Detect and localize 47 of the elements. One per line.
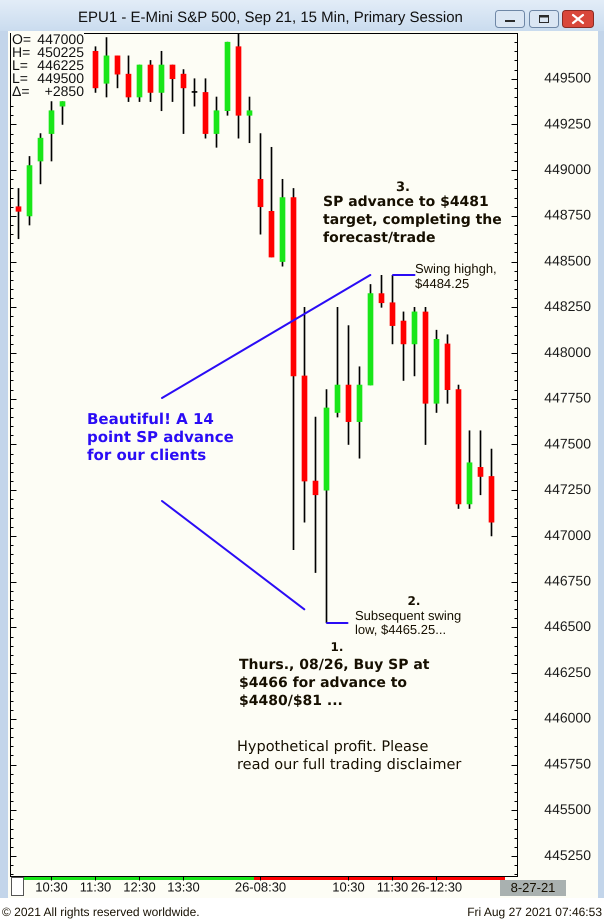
annotation: 1.	[330, 640, 344, 654]
annotation: Thurs., 08/26, Buy SP at $4466 for advance to $4480/$81 ...	[239, 656, 430, 710]
y-tick-label: 449500	[544, 70, 592, 86]
y-tick-label: 446500	[544, 618, 592, 634]
y-tick-label: 446250	[544, 664, 592, 680]
y-tick-label: 447000	[544, 526, 592, 543]
text: © 2021 All rights reserved worldwide.	[2, 905, 200, 919]
annotation: Beautiful! A 14 point SP advance for our clients	[87, 410, 235, 464]
y-tick-label: 448250	[544, 298, 592, 314]
y-tick-label: 448000	[544, 344, 592, 360]
candlestick	[60, 101, 66, 125]
y-tick-label: 449250	[544, 115, 592, 132]
y-tick-label: 447500	[544, 435, 592, 452]
candlestick	[192, 78, 198, 106]
annotation: Swing highgh, $4484.25	[415, 261, 498, 291]
x-tick-label: 26-08:30	[234, 879, 286, 894]
candlestick	[312, 416, 318, 573]
annotation: 2.	[406, 594, 422, 608]
text: O= 447000 H= 450225 L= 446225 L= 449500 Δ= +2850	[12, 31, 84, 99]
annotation: Hypothetical profit. Please read our full trading disclaimer	[237, 738, 462, 774]
y-tick-label: 448750	[544, 206, 592, 223]
x-tick-label: 12:30	[123, 879, 156, 894]
chart-title: EPU1 - E-Mini S&P 500, Sep 21, 15 Min, Primary Session	[78, 9, 463, 26]
y-tick-label: 446000	[544, 710, 592, 726]
y-tick-label: 445500	[544, 801, 592, 818]
text: 8-27-21	[500, 880, 566, 896]
x-tick-label: 10:30	[332, 879, 365, 894]
candlestick	[180, 69, 186, 134]
y-tick-label: 445250	[544, 846, 592, 863]
y-tick-label: 448500	[544, 252, 592, 268]
x-tick-label: 11:30	[376, 879, 408, 894]
y-tick-label: 449000	[544, 161, 592, 178]
annotation: 3.	[395, 180, 411, 195]
y-tick-label: 446750	[544, 572, 592, 589]
annotation: Subsequent swing low, $4465.25...	[355, 608, 462, 637]
candlestick	[16, 188, 22, 240]
annotation: SP advance to $4481 target, completing the forecast/trade	[323, 193, 503, 247]
y-tick-label: 445750	[544, 755, 592, 772]
x-tick-label: 26-12:30	[410, 879, 462, 894]
x-tick-label: 10:30	[35, 879, 68, 894]
candlestick	[478, 430, 484, 496]
x-tick-label: 13:30	[167, 879, 200, 894]
candlestick	[246, 96, 252, 144]
x-tick-label: 11:30	[80, 879, 112, 894]
y-tick-label: 447750	[544, 390, 592, 406]
text: Fri Aug 27 2021 07:46:53	[467, 905, 602, 919]
y-tick-label: 447250	[544, 481, 592, 498]
